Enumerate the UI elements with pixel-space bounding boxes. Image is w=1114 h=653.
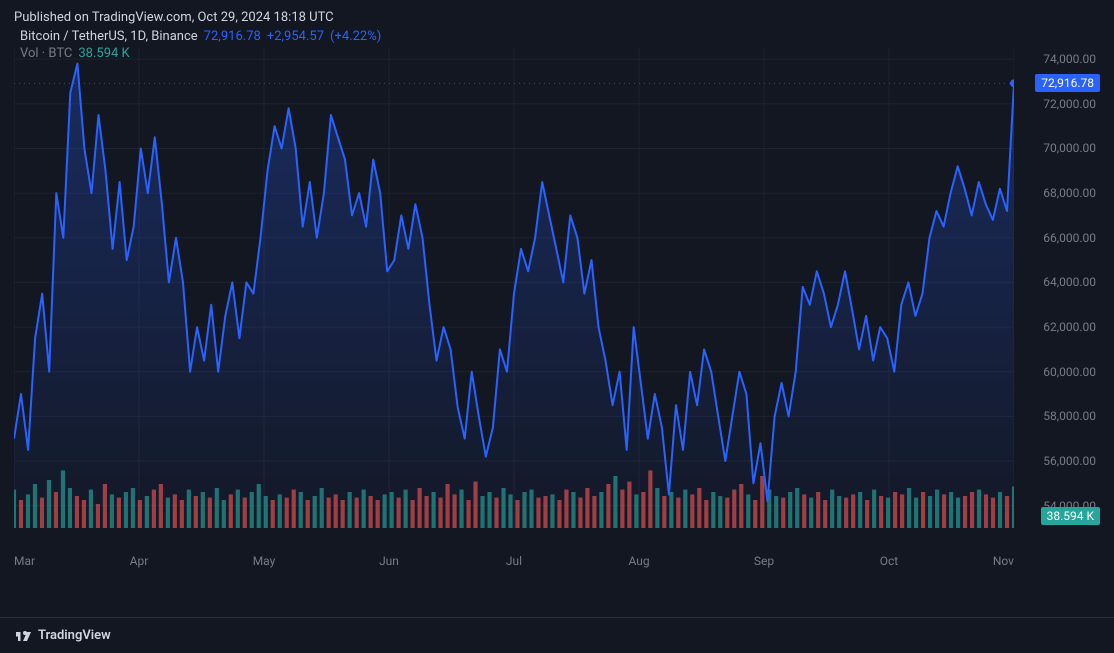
symbol-row: Bitcoin / TetherUS, 1D, Binance 72,916.7… xyxy=(20,29,1100,44)
symbol-name: Bitcoin / TetherUS, 1D, Binance xyxy=(20,29,198,44)
published-text: Published on TradingView.com, Oct 29, 20… xyxy=(14,10,1100,25)
chart-area[interactable]: 54,000.0056,000.0058,000.0060,000.0062,0… xyxy=(14,48,1100,588)
last-price: 72,916.78 xyxy=(204,29,261,44)
footer: TradingView xyxy=(0,617,1114,653)
footer-brand: TradingView xyxy=(38,628,111,643)
price-change: +2,954.57 xyxy=(267,29,324,44)
current-price-badge: 72,916.78 xyxy=(1035,74,1100,92)
price-chart xyxy=(14,48,1014,528)
x-axis-labels: MarAprMayJunJulAugSepOctNov xyxy=(14,554,1014,570)
tradingview-logo-icon xyxy=(14,627,32,645)
price-change-pct: (+4.22%) xyxy=(330,29,381,44)
current-volume-badge: 38.594 K xyxy=(1041,507,1100,525)
